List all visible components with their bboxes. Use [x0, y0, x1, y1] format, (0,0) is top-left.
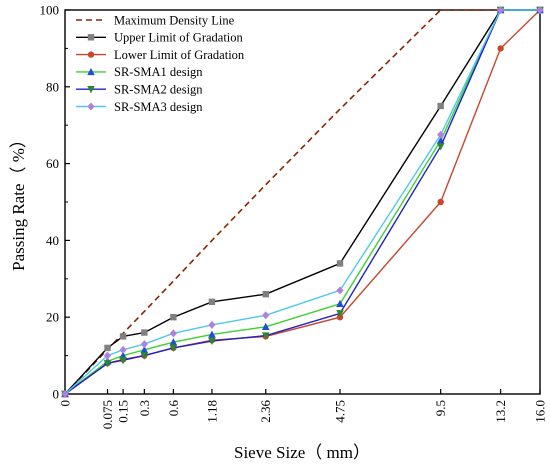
legend: Maximum Density Line Upper Limit of Grada… [76, 13, 245, 114]
data-point [536, 6, 544, 14]
legend-entry: Maximum Density Line [76, 13, 235, 27]
data-point [141, 329, 148, 336]
data-point [208, 330, 216, 338]
series-sr-sma3-design [61, 6, 544, 398]
data-point [119, 357, 127, 365]
data-point [170, 314, 177, 321]
data-point [87, 51, 95, 58]
data-point [169, 329, 177, 338]
data-point [336, 286, 344, 295]
data-point [261, 322, 270, 330]
x-tick-label: 0 [58, 400, 73, 407]
axes: 0 20 40 60 80 100 0 0.075 0.15 0.3 0.6 1.18 2.36 4.75… [40, 3, 548, 430]
x-tick-label: 0.15 [116, 400, 131, 423]
x-tick-label: 4.75 [333, 400, 348, 423]
data-point [208, 337, 216, 346]
x-tick-label: 0.3 [137, 400, 152, 416]
data-point [497, 45, 504, 52]
x-tick-label: 2.36 [258, 400, 273, 423]
data-point [262, 290, 269, 298]
series-maximum-density-line [64, 9, 540, 395]
x-tick-label: 1.18 [204, 400, 219, 423]
data-point [119, 345, 127, 354]
data-point [87, 34, 95, 41]
x-tick-label: 13.2 [493, 400, 508, 423]
y-tick-label: 60 [46, 156, 59, 171]
legend-label: Upper Limit of Gradation [114, 31, 244, 45]
data-point [169, 344, 178, 352]
legend-label: Lower Limit of Gradation [114, 48, 245, 62]
y-tick-label: 40 [46, 233, 59, 248]
y-tick-label: 0 [53, 387, 60, 402]
data-point [261, 332, 270, 340]
legend-label: SR-SMA2 design [114, 83, 203, 97]
y-axis-title: Passing Rate（ %） [9, 131, 28, 271]
x-tick-label: 0.075 [100, 400, 115, 429]
x-tick-label: 9.5 [433, 400, 448, 416]
data-point [436, 143, 445, 151]
data-point [262, 311, 270, 320]
data-point [437, 102, 444, 110]
series-layer [61, 6, 544, 398]
x-tick-label: 0.6 [166, 400, 181, 417]
data-point [61, 390, 69, 398]
data-point [336, 310, 344, 318]
data-point [169, 338, 178, 346]
data-point [119, 333, 127, 340]
legend-entry: Upper Limit of Gradation [76, 31, 244, 45]
x-axis-title: Sieve Size（ mm） [234, 443, 370, 462]
series-line [64, 9, 540, 395]
data-point [87, 86, 95, 94]
data-point [119, 351, 127, 359]
y-tick-label: 20 [46, 310, 59, 325]
legend-entry: SR-SMA3 design [76, 100, 203, 114]
data-point [140, 345, 149, 354]
data-point [140, 340, 148, 349]
y-tick-label: 100 [40, 3, 60, 18]
data-point [103, 351, 112, 360]
data-point [497, 6, 505, 14]
data-point [87, 67, 95, 76]
legend-label: Maximum Density Line [114, 13, 235, 27]
data-point [104, 344, 111, 352]
legend-entry: SR-SMA2 design [76, 83, 203, 97]
data-point [336, 299, 344, 307]
x-tick-label: 16.0 [533, 400, 548, 423]
data-point [140, 352, 149, 360]
data-point [437, 198, 444, 206]
data-point [437, 130, 445, 139]
data-point [208, 320, 216, 329]
data-point [87, 102, 95, 111]
data-point [208, 298, 216, 306]
legend-label: SR-SMA3 design [114, 100, 203, 114]
legend-entry: SR-SMA1 design [76, 65, 203, 79]
legend-entry: Lower Limit of Gradation [76, 48, 245, 62]
y-tick-label: 80 [46, 79, 59, 94]
legend-label: SR-SMA1 design [114, 65, 203, 79]
data-point [336, 260, 344, 267]
data-point [103, 360, 112, 368]
